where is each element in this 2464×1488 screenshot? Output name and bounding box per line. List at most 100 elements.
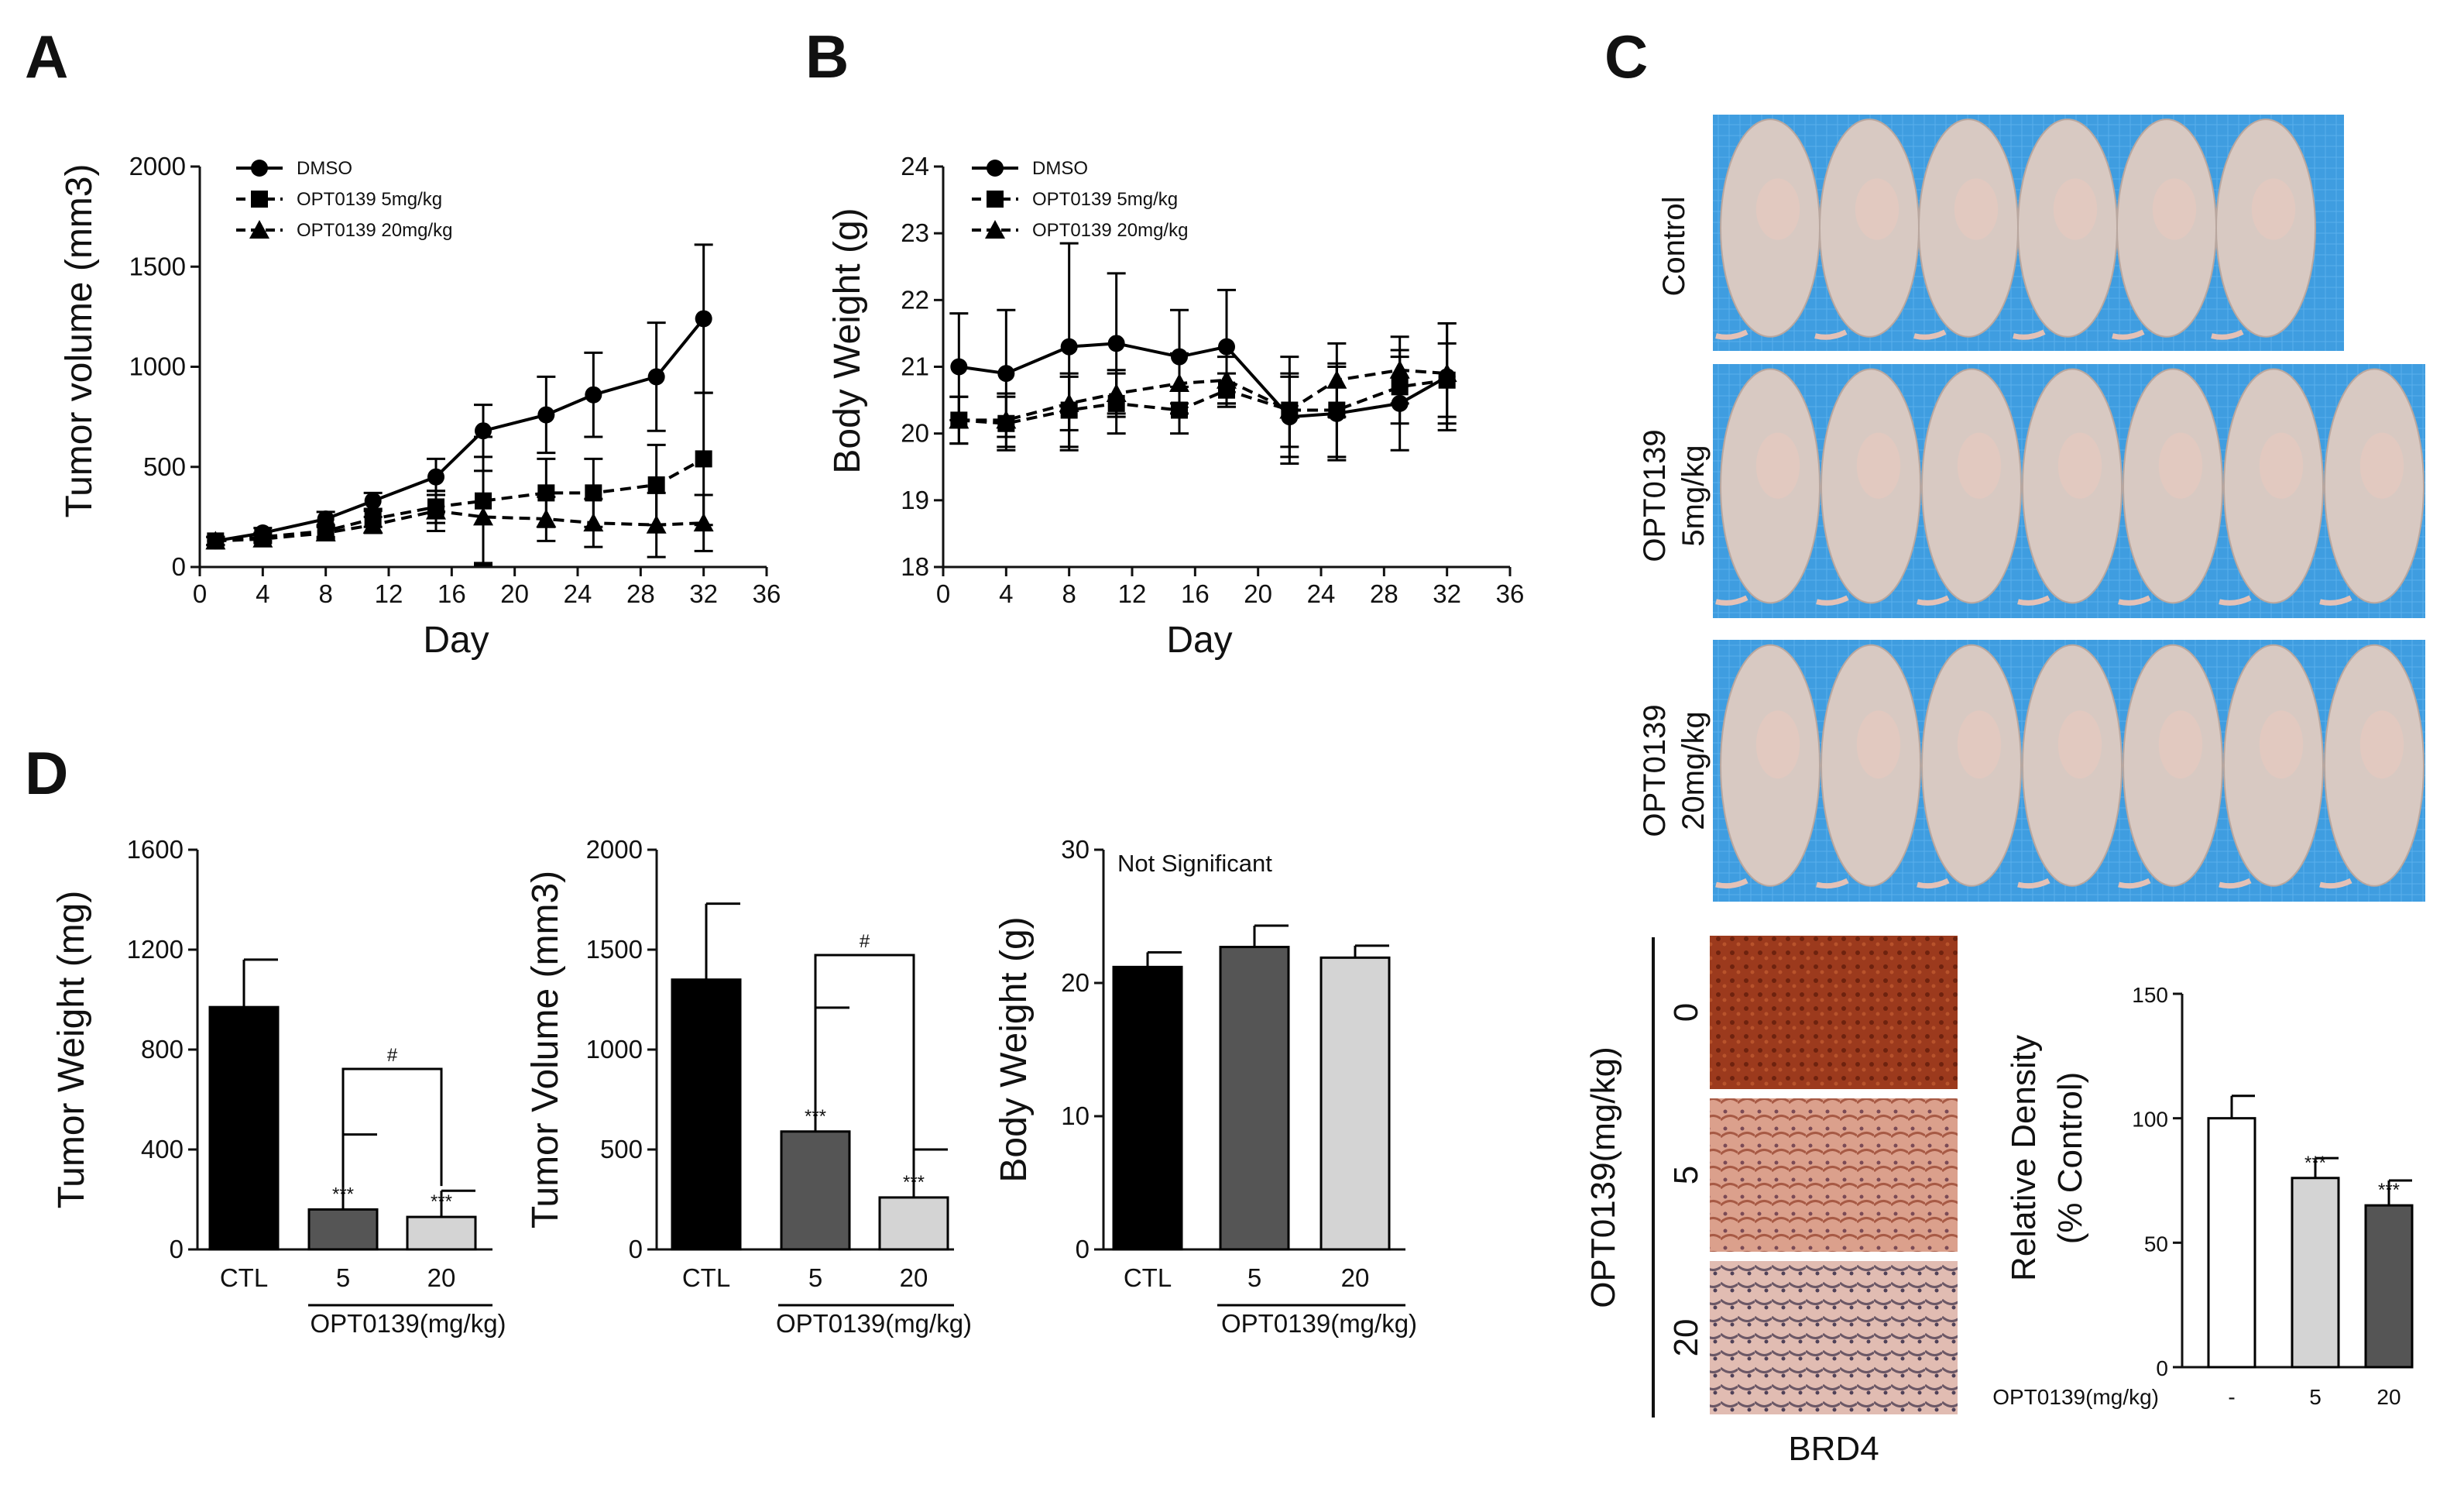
data-point	[252, 528, 273, 548]
data-point	[315, 523, 336, 542]
data-point	[1060, 338, 1078, 356]
bar	[1112, 965, 1183, 1251]
series-line	[959, 342, 1448, 419]
category-label: 20	[427, 1263, 456, 1292]
y-axis-label-line2: (% Control)	[2051, 1072, 2089, 1245]
group-label: OPT0139(mg/kg)	[1221, 1309, 1417, 1338]
x-tick-label: 4	[999, 579, 1013, 608]
mouse-leg	[2118, 878, 2151, 889]
y-axis-label: Body Weight (g)	[827, 208, 868, 473]
y-tick-label: 0	[2156, 1356, 2168, 1380]
y-tick-label: 0	[170, 1235, 184, 1263]
x-tick-label: 16	[438, 579, 466, 608]
mouse-leg	[1917, 595, 1950, 606]
mouse-leg	[1913, 329, 1947, 340]
x-tick-label: 32	[689, 579, 718, 608]
category-label: CTL	[682, 1263, 730, 1292]
y-tick-label: 1500	[586, 935, 643, 964]
x-tick-label: 24	[564, 579, 592, 608]
ihc-level-5: 5	[1667, 1166, 1705, 1184]
data-point	[1106, 383, 1127, 402]
y-tick-label: 23	[901, 218, 929, 247]
x-tick-label: 8	[318, 579, 332, 608]
category-label: 5	[336, 1263, 350, 1292]
data-point	[473, 507, 493, 526]
tumor	[1755, 178, 1800, 240]
data-point	[583, 513, 604, 532]
y-tick-label: 20	[901, 419, 929, 448]
legend-label: DMSO	[297, 158, 352, 179]
tumor-volume-bar-chart: 0 500 1000 1500 2000 Tumor Volume (mm3) CTL 5 **…	[525, 835, 972, 1338]
x-tick-label: 0	[936, 579, 950, 608]
panel-label-b: B	[805, 22, 849, 91]
y-axis-label: Relative Density	[2005, 1035, 2043, 1281]
ihc-axis-label: OPT0139(mg/kg)	[1584, 1046, 1622, 1308]
category-label: 5	[1247, 1263, 1261, 1292]
data-point	[585, 484, 602, 502]
data-point	[1279, 400, 1300, 419]
bar	[2207, 1117, 2256, 1369]
category-label: CTL	[220, 1263, 268, 1292]
x-tick-label: 28	[626, 579, 655, 608]
significance-stars: ***	[903, 1172, 925, 1193]
data-point	[426, 500, 446, 520]
data-point	[1389, 359, 1410, 379]
significance-stars: ***	[2378, 1180, 2400, 1201]
legend-label: OPT0139 20mg/kg	[1032, 220, 1188, 241]
y-tick-label: 21	[901, 352, 929, 381]
photo-row-label-5mg-line2: 5mg/kg	[1676, 445, 1711, 546]
data-point	[1169, 373, 1189, 393]
series-line	[959, 378, 1447, 425]
x-tick-label: 36	[1496, 579, 1525, 608]
panel-label-a: A	[25, 22, 68, 91]
tumor	[2359, 710, 2404, 779]
legend-marker	[987, 160, 1004, 177]
ihc-image-20	[1710, 1261, 1958, 1414]
data-point	[205, 531, 226, 550]
tumor	[2251, 178, 2296, 240]
tumor	[2057, 432, 2102, 499]
significance-bracket	[814, 954, 915, 1167]
data-point	[693, 513, 714, 532]
mouse-leg	[2017, 595, 2050, 606]
x-axis-label: Day	[1166, 620, 1232, 661]
y-tick-label: 50	[2144, 1232, 2168, 1256]
ihc-level-0: 0	[1667, 1003, 1705, 1022]
body-weight-line-chart: 18 19 20 21 22 23 24 0 4 8 12 16 20 24 28 32 36 Day Body W…	[827, 152, 1524, 661]
y-tick-label: 30	[1061, 835, 1090, 864]
y-tick-label: 100	[2132, 1108, 2168, 1132]
data-point	[1218, 338, 1235, 356]
x-tick-label: 12	[375, 579, 403, 608]
data-point	[1436, 363, 1457, 383]
data-point	[427, 468, 444, 486]
data-point	[647, 476, 665, 494]
y-axis-label: Tumor Volume (mm3)	[525, 871, 566, 1229]
data-point	[537, 406, 555, 424]
series-line	[214, 318, 705, 543]
bar	[780, 1130, 851, 1251]
x-tick-label: 8	[1062, 579, 1076, 608]
tumor	[1856, 432, 1901, 499]
y-tick-label: 800	[141, 1035, 184, 1064]
tumor	[1957, 710, 2002, 779]
y-tick-label: 1200	[127, 935, 184, 964]
data-point	[364, 492, 382, 510]
body-weight-bar-chart: 0 10 20 30 Body Weight (g) CTL 5 20 Not Signific…	[993, 835, 1417, 1338]
series-line	[215, 457, 705, 543]
tumor	[2158, 432, 2203, 499]
data-point	[585, 386, 602, 404]
category-label: 20	[900, 1263, 928, 1292]
tumor	[1855, 178, 1899, 240]
mouse-leg	[2219, 595, 2252, 606]
panel-label-d: D	[25, 739, 68, 807]
legend-marker	[251, 160, 268, 177]
legend-label: DMSO	[1032, 158, 1088, 179]
data-point	[536, 508, 557, 528]
y-tick-label: 500	[600, 1135, 643, 1163]
tumor	[1755, 432, 1800, 499]
tumor	[2053, 178, 2098, 240]
ihc-stain-label: BRD4	[1788, 1430, 1879, 1468]
legend-marker	[985, 220, 1005, 239]
mouse-leg	[2118, 595, 2151, 606]
